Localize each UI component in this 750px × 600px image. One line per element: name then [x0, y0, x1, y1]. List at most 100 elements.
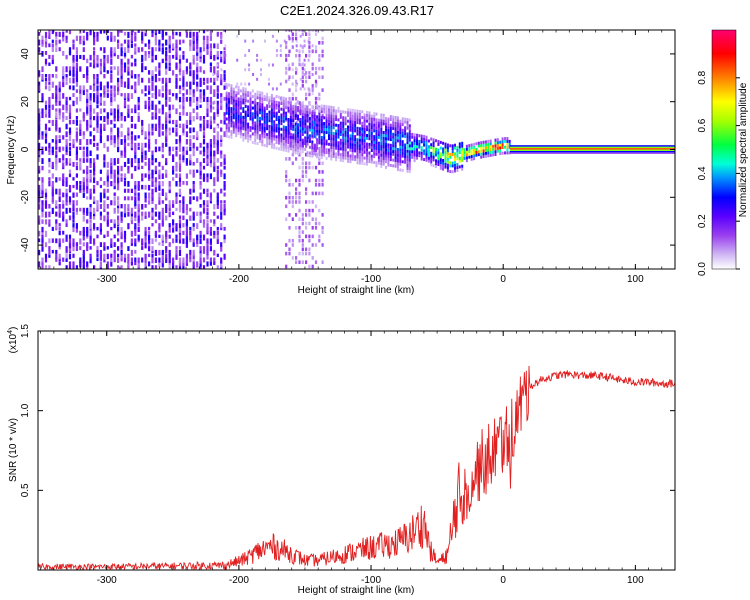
- heatmap-cell: [82, 234, 85, 241]
- heatmap-cell: [103, 62, 106, 68]
- heatmap-cell: [475, 150, 478, 154]
- x-tick-label: -200: [229, 575, 249, 586]
- heatmap-cell: [68, 161, 72, 166]
- heatmap-cell: [451, 144, 454, 148]
- heatmap-cell: [206, 242, 209, 247]
- heatmap-cell: [151, 116, 154, 120]
- heatmap-cell: [332, 109, 335, 113]
- heatmap-cell: [161, 51, 164, 55]
- heatmap-cell: [86, 146, 89, 151]
- heatmap-cell: [404, 120, 407, 124]
- heatmap-cell: [103, 207, 106, 213]
- heatmap-cell: [141, 242, 144, 246]
- heatmap-cell: [235, 105, 238, 109]
- heatmap-cell: [228, 129, 230, 133]
- heatmap-cell: [306, 108, 309, 112]
- heatmap-cell: [86, 211, 89, 216]
- heatmap-cell: [148, 43, 151, 50]
- heatmap-cell: [55, 200, 58, 207]
- heatmap-cell: [220, 150, 223, 155]
- heatmap-cell: [292, 147, 295, 151]
- heatmap-cell: [305, 200, 308, 204]
- heatmap-cell: [185, 230, 188, 237]
- heatmap-cell: [51, 74, 54, 78]
- heatmap-cell: [404, 155, 407, 158]
- heatmap-cell: [216, 77, 219, 81]
- heatmap-cell: [127, 181, 130, 187]
- heatmap-cell: [473, 148, 476, 152]
- heatmap-cell: [349, 143, 352, 146]
- heatmap-cell: [298, 165, 301, 170]
- heatmap-cell: [117, 253, 120, 258]
- heatmap-cell: [137, 81, 140, 86]
- heatmap-cell: [396, 133, 399, 137]
- heatmap-cell: [89, 246, 92, 250]
- heatmap-cell: [79, 131, 82, 136]
- heatmap-cell: [161, 188, 164, 193]
- heatmap-cell: [68, 66, 72, 70]
- heatmap-cell: [373, 160, 376, 164]
- heatmap-cell: [308, 120, 311, 123]
- heatmap-cell: [123, 39, 127, 44]
- heatmap-cell: [325, 139, 328, 143]
- heatmap-cell: [216, 158, 219, 163]
- heatmap-cell: [99, 169, 102, 174]
- heatmap-cell: [62, 74, 65, 79]
- heatmap-cell: [305, 247, 308, 252]
- heatmap-cell: [318, 129, 321, 133]
- heatmap-cell: [251, 123, 254, 127]
- heatmap-cell: [239, 112, 242, 116]
- heatmap-cell: [316, 103, 319, 107]
- heatmap-cell: [456, 168, 459, 172]
- heatmap-cell: [304, 116, 307, 120]
- heatmap-cell: [172, 104, 175, 110]
- heatmap-cell: [382, 136, 385, 140]
- heatmap-cell: [113, 142, 116, 148]
- heatmap-cell: [175, 119, 178, 125]
- heatmap-cell: [394, 116, 397, 119]
- heatmap-cell: [363, 148, 366, 151]
- heatmap-cell: [120, 112, 123, 117]
- heatmap-cell: [38, 188, 41, 195]
- heatmap-cell: [199, 58, 202, 63]
- heatmap-cell: [311, 165, 314, 170]
- heatmap-cell: [289, 110, 292, 113]
- heatmap-cell: [270, 137, 273, 140]
- heatmap-cell: [213, 139, 216, 145]
- heatmap-cell: [305, 92, 308, 97]
- heatmap-cell: [93, 211, 96, 217]
- heatmap-cell: [261, 111, 264, 115]
- heatmap-cell: [249, 106, 252, 109]
- heatmap-cell: [58, 135, 61, 139]
- heatmap-cell: [113, 158, 116, 163]
- heatmap-cell: [318, 96, 321, 101]
- heatmap-cell: [185, 66, 188, 72]
- heatmap-cell: [408, 167, 411, 171]
- heatmap-cell: [251, 126, 254, 130]
- heatmap-cell: [79, 246, 82, 251]
- heatmap-cell: [220, 226, 223, 231]
- heatmap-cell: [387, 126, 390, 130]
- heatmap-cell: [288, 213, 291, 217]
- heatmap-cell: [93, 207, 96, 214]
- heatmap-cell: [342, 147, 345, 151]
- heatmap-cell: [206, 249, 209, 256]
- heatmap-cell: [38, 177, 41, 181]
- heatmap-cell: [79, 165, 82, 171]
- heatmap-cell: [89, 169, 92, 174]
- heatmap-cell: [320, 138, 323, 142]
- heatmap-cell: [256, 124, 259, 128]
- heatmap-cell: [273, 106, 276, 109]
- heatmap-cell: [165, 62, 168, 69]
- heatmap-cell: [178, 200, 182, 204]
- heatmap-cell: [38, 154, 41, 158]
- heatmap-cell: [249, 108, 252, 112]
- heatmap-cell: [370, 160, 373, 164]
- heatmap-cell: [370, 120, 373, 124]
- heatmap-cell: [358, 115, 361, 119]
- heatmap-cell: [82, 154, 85, 158]
- heatmap-cell: [270, 99, 273, 103]
- heatmap-cell: [256, 77, 259, 81]
- heatmap-cell: [444, 142, 447, 146]
- heatmap-cell: [144, 215, 147, 219]
